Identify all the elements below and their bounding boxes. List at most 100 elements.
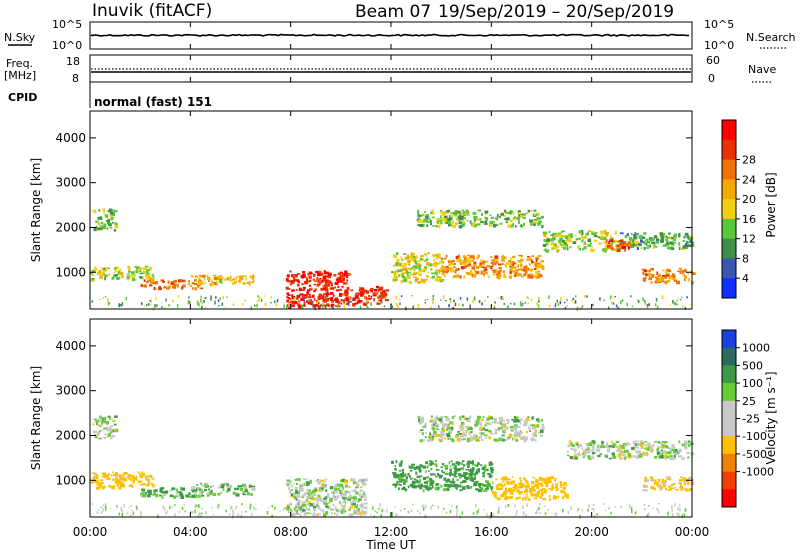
noise-cell [526, 296, 528, 299]
scatter-cell [585, 443, 589, 445]
scatter-cell [570, 447, 574, 450]
scatter-cell [102, 208, 106, 212]
noise-cell [577, 508, 580, 511]
scatter-cell [515, 269, 518, 273]
scatter-cell [550, 488, 554, 491]
scatter-cell [495, 261, 499, 264]
noise-cell [494, 305, 496, 307]
scatter-cell [297, 283, 300, 287]
scatter-cell [496, 258, 500, 261]
scatter-cell [292, 300, 296, 304]
scatter-cell [398, 262, 403, 265]
x-axis-label: Time UT [365, 538, 416, 552]
scatter-cell [463, 472, 465, 475]
scatter-cell [234, 487, 237, 491]
noise-cell [644, 508, 646, 511]
scatter-cell [467, 254, 470, 257]
scatter-cell [173, 280, 177, 283]
scatter-cell [355, 481, 358, 485]
scatter-cell [384, 299, 389, 302]
scatter-cell [657, 278, 662, 283]
noise-cell [119, 304, 122, 306]
scatter-cell [401, 264, 406, 268]
scatter-cell [320, 297, 324, 300]
scatter-cell [362, 502, 366, 505]
scatter-cell [401, 469, 405, 472]
scatter-cell [352, 500, 356, 503]
scatter-cell [660, 449, 663, 452]
scatter-cell [471, 273, 474, 278]
scatter-cell [125, 476, 130, 479]
scatter-cell [496, 484, 499, 488]
scatter-cell [313, 273, 316, 277]
noise-cell [493, 306, 496, 310]
scatter-cell [345, 299, 348, 302]
scatter-cell [520, 437, 524, 440]
noise-cell [286, 306, 288, 309]
scatter-cell [99, 481, 104, 485]
scatter-cell [412, 480, 416, 484]
scatter-cell [394, 468, 397, 471]
scatter-cell [510, 263, 514, 267]
scatter-cell [125, 472, 128, 475]
noise-cell [514, 504, 516, 508]
scatter-cell [396, 252, 399, 255]
scatter-cell [108, 208, 113, 211]
scatter-cell [215, 279, 218, 282]
noise-cell [335, 513, 338, 516]
scatter-cell [92, 477, 96, 480]
noise-cell [365, 505, 368, 507]
noise-cell [320, 304, 322, 307]
noise-cell [652, 507, 654, 510]
scatter-cell [494, 428, 497, 432]
scatter-cell [540, 484, 544, 487]
noise-cell [383, 305, 386, 308]
scatter-cell [288, 298, 292, 300]
noise-cell [657, 509, 660, 514]
scatter-cell [482, 416, 485, 419]
scatter-cell [532, 432, 537, 436]
scatter-cell [300, 507, 305, 510]
scatter-cell [101, 422, 103, 425]
noise-cell [526, 503, 528, 507]
scatter-cell [456, 478, 459, 481]
scatter-cell [286, 483, 290, 486]
scatter-cell [642, 271, 645, 275]
scatter-cell [426, 262, 430, 266]
scatter-cell [151, 477, 155, 480]
scatter-cell [655, 280, 659, 284]
scatter-cell [649, 275, 652, 277]
scatter-cell [219, 276, 224, 279]
scatter-cell [310, 300, 314, 304]
scatter-cell [297, 512, 300, 515]
scatter-cell [302, 494, 306, 497]
scatter-cell [393, 473, 396, 477]
scatter-cell [410, 478, 412, 480]
scatter-cell [623, 245, 627, 249]
scatter-cell [537, 265, 542, 268]
scatter-cell [631, 447, 635, 450]
noise-cell [276, 299, 279, 303]
scatter-cell [204, 488, 207, 492]
scatter-cell [385, 289, 390, 292]
scatter-cell [427, 470, 430, 472]
scatter-cell [511, 476, 514, 478]
scatter-cell [92, 480, 97, 483]
scatter-cell [541, 489, 543, 492]
scatter-cell [112, 485, 115, 488]
noise-cell [331, 511, 333, 515]
scatter-cell [548, 488, 552, 490]
scatter-cell [509, 496, 513, 500]
scatter-cell [519, 482, 523, 485]
scatter-cell [489, 221, 492, 225]
scatter-cell [480, 270, 484, 274]
scatter-cell [341, 478, 346, 482]
scatter-cell [563, 482, 567, 485]
noise-cell [443, 295, 445, 300]
colorbar-segment [722, 489, 736, 508]
scatter-cell [435, 469, 440, 471]
scatter-cell [568, 239, 572, 243]
scatter-cell [363, 302, 368, 306]
noise-cell [370, 295, 373, 299]
noise-cell [671, 505, 673, 509]
